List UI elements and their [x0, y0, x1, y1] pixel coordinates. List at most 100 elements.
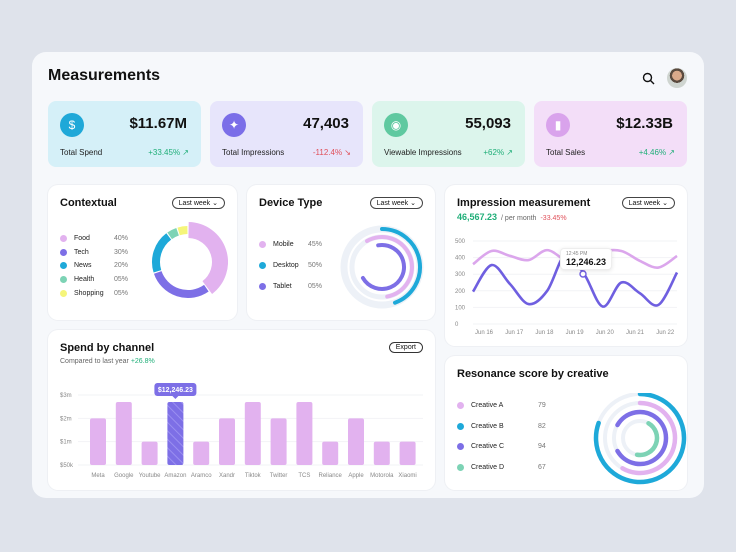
legend-value: 05% [114, 289, 129, 297]
bar-youtube[interactable] [141, 441, 158, 465]
kpi-card: ✦ 47,403 Total Impressions -112.4% ↘ [210, 101, 363, 167]
legend-label: Health [74, 276, 95, 284]
period-dropdown[interactable]: Last week ⌄ [621, 197, 675, 209]
x-tick-label: Jun 17 [505, 330, 524, 336]
chevron-down-icon: ⌄ [212, 200, 218, 207]
legend-item: Creative A [457, 402, 503, 409]
period-dropdown[interactable]: Last week ⌄ [369, 197, 423, 209]
resonance-rings [593, 393, 687, 485]
bar-xiaomi[interactable] [399, 441, 416, 465]
x-tick-label: Tiktok [245, 473, 262, 479]
page-title: Measurements [48, 67, 161, 84]
y-tick-label: $2m [60, 416, 72, 422]
creative-ring-arc [634, 421, 660, 458]
y-tick-label: $3m [60, 393, 72, 399]
legend-item: News [60, 262, 92, 270]
kpi-label: Total Impressions [222, 148, 285, 157]
avatar[interactable] [667, 68, 687, 88]
impression-line-chart[interactable]: 500 400 300 200 100 0 Jun 16 Jun 17 Jun 18 Jun 19… [445, 230, 687, 340]
spend-bar-chart[interactable]: $3m $2m $1m $50k Meta Google Youtube Amazon $12,… [48, 380, 435, 485]
x-tick-label: Amazon [164, 473, 186, 479]
legend-value: 05% [114, 276, 129, 284]
arrow-up-right-icon: ↗ [668, 148, 675, 157]
legend-label: Food [74, 235, 90, 242]
y-tick-label: 500 [455, 239, 466, 245]
kpi-label: Viewable Impressions [384, 148, 462, 157]
legend-value: 82 [538, 422, 546, 430]
device-ring-arc [360, 243, 406, 291]
kpi-change: +62% [483, 148, 505, 157]
device-ring-arc [380, 227, 422, 305]
legend-label: Creative D [471, 464, 505, 472]
arrow-down-icon: ↘ [344, 148, 351, 157]
kpi-card: ◉ 55,093 Viewable Impressions +62% ↗ [372, 101, 525, 167]
x-tick-label: TCS [298, 473, 310, 479]
money-hand-icon: $ [60, 113, 84, 137]
chart-tooltip: 12:45 PM 12,246.23 [560, 248, 613, 270]
change-badge: -33.45% [540, 215, 567, 222]
card-title: Impression measurement [457, 197, 591, 209]
chevron-down-icon: ⌄ [662, 200, 668, 207]
bar-tiktok[interactable] [244, 402, 261, 465]
kpi-card: $ $11.67M Total Spend +33.45% ↗ [48, 101, 201, 167]
period-dropdown[interactable]: Last week ⌄ [171, 197, 225, 209]
bar-chart-icon: ▮ [546, 113, 570, 137]
export-button[interactable]: Export [388, 342, 423, 353]
card-title: Spend by channel [60, 342, 155, 354]
x-tick-label: Jun 22 [656, 330, 675, 336]
legend-value: 45% [308, 241, 323, 248]
device-ring-arc [365, 235, 414, 299]
y-tick-label: $1m [60, 440, 72, 446]
bar-google[interactable] [115, 402, 132, 465]
bar-tooltip [154, 383, 197, 396]
legend-value: 50% [308, 262, 323, 269]
bar-xandr[interactable] [219, 418, 235, 465]
x-tick-label: Jun 18 [535, 330, 554, 336]
legend-item: Desktop [259, 262, 299, 269]
bar-meta[interactable] [90, 418, 106, 465]
x-tick-label: Jun 21 [626, 330, 645, 336]
dropdown-label: Last week [178, 200, 211, 207]
arrow-up-right-icon: ↗ [506, 148, 513, 157]
bar-tcs[interactable] [296, 402, 313, 465]
legend-label: Creative B [471, 422, 504, 430]
legend-item: Tech [60, 248, 89, 256]
x-tick-label: Youtube [139, 473, 161, 479]
legend-item: Shopping [60, 289, 104, 297]
legend-item: Mobile [259, 241, 294, 248]
tooltip-time: 12:45 PM [566, 251, 588, 257]
legend-item: Creative C [457, 443, 504, 451]
bar-aramco[interactable] [193, 441, 210, 465]
kpi-change: +4.46% [638, 148, 667, 157]
x-tick-label: Xandr [219, 473, 235, 479]
legend-dot [259, 241, 266, 248]
donut-slice [167, 227, 180, 240]
x-tick-label: Jun 16 [475, 330, 494, 336]
bar-reliance[interactable] [322, 441, 339, 465]
card-title: Device Type [259, 197, 323, 209]
legend-dot [60, 248, 67, 256]
bar-twitter[interactable] [270, 418, 287, 465]
per-month-label: / per month [501, 215, 537, 222]
legend-label: Tech [74, 248, 89, 256]
search-icon[interactable] [642, 72, 655, 85]
impression-card: Impression measurement Last week ⌄ 46,56… [445, 185, 687, 346]
y-tick-label: 0 [455, 322, 459, 328]
bar-amazon[interactable] [167, 402, 184, 465]
creative-ring-arc [620, 400, 678, 476]
kpi-change: +33.45% [148, 148, 181, 157]
kpi-label: Total Sales [546, 148, 586, 157]
kpi-value: 55,093 [465, 115, 511, 132]
x-tick-label: Meta [91, 473, 105, 479]
legend-label: Shopping [74, 289, 104, 297]
tooltip-pointer [172, 396, 179, 399]
arrow-up-right-icon: ↗ [182, 148, 189, 157]
bar-apple[interactable] [348, 418, 364, 465]
legend-label: Tablet [273, 283, 292, 290]
contextual-donut [152, 222, 228, 298]
legend-value: 79 [538, 402, 546, 409]
x-tick-label: Jun 19 [566, 330, 585, 336]
bar-motorola[interactable] [373, 441, 390, 465]
kpi-card: ▮ $12.33B Total Sales +4.46% ↗ [534, 101, 687, 167]
legend-dot [259, 283, 266, 290]
